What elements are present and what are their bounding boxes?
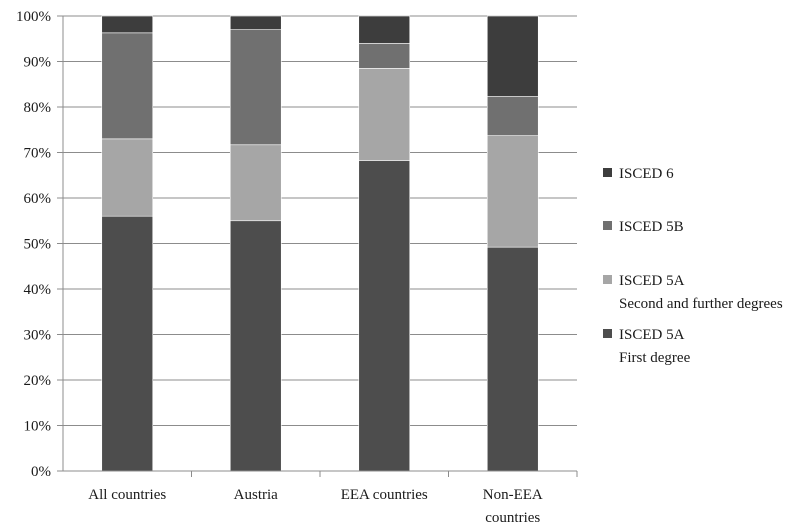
y-tick-label: 70% bbox=[24, 146, 52, 162]
bar-segment-series-0 bbox=[358, 160, 411, 472]
legend-entry-label: ISCED 5A Second and further degrees bbox=[619, 273, 783, 312]
legend-swatch bbox=[603, 329, 612, 338]
x-category-label: Austria bbox=[234, 487, 279, 503]
y-tick-label: 40% bbox=[24, 282, 52, 298]
y-axis-tick-labels: 0% 10% 20% 30% 40% 50% 60% 70% 80% 90% 100% bbox=[16, 9, 51, 480]
y-tick-label: 0% bbox=[31, 464, 51, 480]
bar-segment-series-1 bbox=[358, 68, 411, 161]
bar-segment-series-1 bbox=[486, 135, 539, 248]
bar-segment-series-0 bbox=[229, 220, 282, 472]
legend: ISCED 6 ISCED 5B ISCED 5A Second and furthe… bbox=[603, 166, 783, 366]
y-tick-label: 90% bbox=[24, 55, 52, 71]
bar-segment-series-2 bbox=[101, 32, 154, 140]
bar-segment-series-0 bbox=[486, 246, 539, 472]
bar-segment-series-2 bbox=[486, 96, 539, 136]
legend-entry-label: ISCED 5B bbox=[619, 219, 684, 235]
bar-segment-series-2 bbox=[358, 42, 411, 69]
legend-swatch bbox=[603, 168, 612, 177]
bar-segment-series-3 bbox=[486, 15, 539, 97]
legend-swatch bbox=[603, 275, 612, 284]
bar-segment-series-3 bbox=[101, 15, 154, 34]
bar-segment-series-1 bbox=[101, 138, 154, 217]
bar-segment-series-3 bbox=[229, 15, 282, 30]
y-tick-label: 30% bbox=[24, 328, 52, 344]
legend-entry-label: ISCED 6 bbox=[619, 166, 674, 182]
bar-segment-series-1 bbox=[229, 144, 282, 222]
y-tick-label: 20% bbox=[24, 373, 52, 389]
bar-segment-series-2 bbox=[229, 29, 282, 146]
y-tick-label: 60% bbox=[24, 191, 52, 207]
y-tick-label: 100% bbox=[16, 9, 51, 25]
legend-swatch bbox=[603, 221, 612, 230]
x-axis-category-labels: All countries Austria EEA countries Non-EEA… bbox=[88, 487, 543, 525]
legend-entry-label: ISCED 5A First degree bbox=[619, 327, 691, 366]
axes bbox=[57, 15, 578, 477]
y-tick-label: 50% bbox=[24, 237, 52, 253]
x-category-label: EEA countries bbox=[341, 487, 428, 503]
y-tick-label: 10% bbox=[24, 419, 52, 435]
bar-stacks bbox=[101, 15, 539, 472]
x-category-label: Non-EEA countries bbox=[483, 487, 543, 525]
bar-segment-series-0 bbox=[101, 215, 154, 472]
bar-segment-series-3 bbox=[358, 15, 411, 44]
x-category-label: All countries bbox=[88, 487, 166, 503]
y-tick-label: 80% bbox=[24, 100, 52, 116]
